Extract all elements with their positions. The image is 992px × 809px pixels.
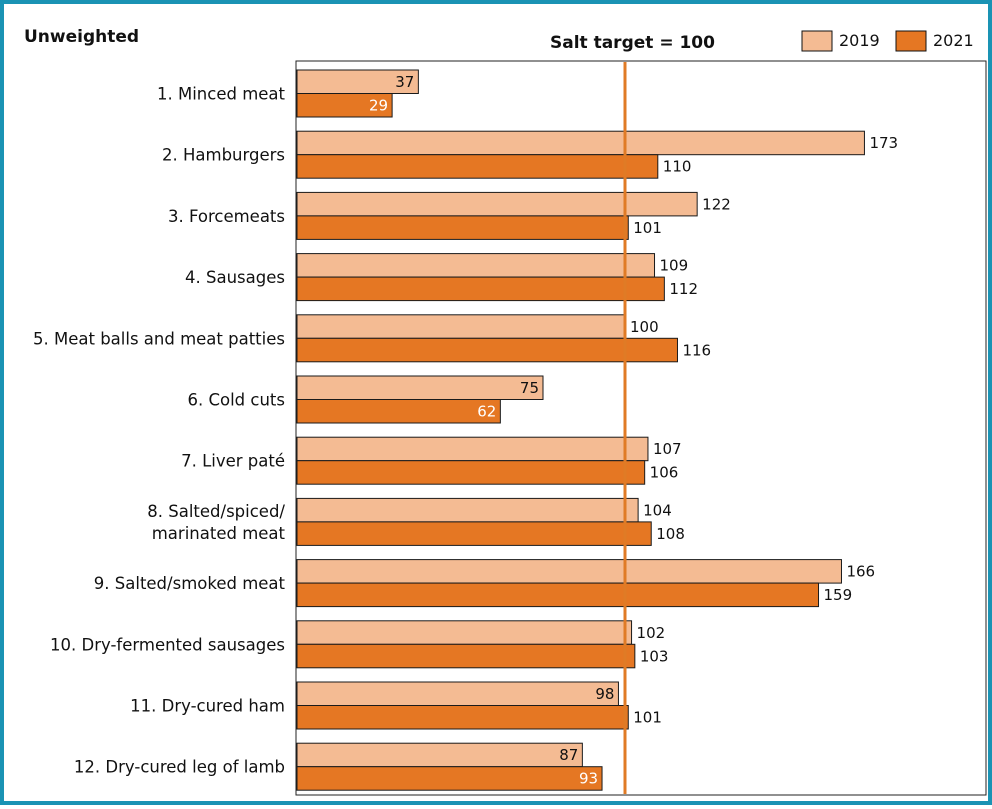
- bar-2019-7-liver-pat: [296, 436, 649, 462]
- bar-2019-6-cold-cuts: [296, 375, 544, 400]
- value-label-2019-6-cold-cuts: 75: [520, 379, 539, 397]
- legend-label-2021: 2021: [933, 31, 974, 50]
- value-label-2019-9-salted-smoked-meat: 166: [846, 563, 875, 581]
- plot-area: [295, 60, 987, 796]
- value-label-2021-1-minced-meat: 29: [369, 97, 388, 115]
- category-label-1-minced-meat: 1. Minced meat: [157, 85, 286, 104]
- bar-2019-2-hamburgers: [296, 130, 865, 156]
- bar-2021-11-dry-cured-ham: [296, 705, 629, 730]
- value-label-2021-8-salted-spiced-marinated-meat: 108: [656, 525, 685, 543]
- legend: 2019 2021: [801, 30, 974, 52]
- value-label-2019-3-forcemeats: 122: [702, 195, 731, 213]
- value-label-2019-11-dry-cured-ham: 98: [595, 685, 614, 703]
- bar-2021-3-forcemeats: [296, 215, 629, 240]
- bar-2021-4-sausages: [296, 276, 665, 302]
- bar-2021-8-salted-spiced-marinated-meat: [296, 521, 652, 546]
- bar-2021-5-meat-balls-and-meat-patties: [296, 337, 678, 363]
- bar-2021-12-dry-cured-leg-of-lamb: [296, 766, 603, 791]
- category-label-11-dry-cured-ham: 11. Dry-cured ham: [130, 697, 285, 716]
- bar-2019-11-dry-cured-ham: [296, 681, 619, 706]
- category-label-7-liver-pat: 7. Liver paté: [181, 452, 285, 471]
- value-label-2019-8-salted-spiced-marinated-meat: 104: [643, 501, 672, 519]
- value-label-2021-2-hamburgers: 110: [663, 158, 692, 176]
- value-label-2019-7-liver-pat: 107: [653, 440, 682, 458]
- bar-2019-9-salted-smoked-meat: [296, 559, 842, 584]
- value-label-2019-10-dry-fermented-sausages: 102: [637, 624, 666, 642]
- category-label-10-dry-fermented-sausages: 10. Dry-fermented sausages: [50, 635, 285, 654]
- bar-chart: Unweighted Salt target = 100 2019 2021 1…: [24, 27, 987, 796]
- reference-line-label: Salt target = 100: [550, 33, 715, 53]
- category-label-9-salted-smoked-meat: 9. Salted/smoked meat: [94, 574, 286, 593]
- category-label-12-dry-cured-leg-of-lamb: 12. Dry-cured leg of lamb: [74, 758, 285, 777]
- bar-2021-1-minced-meat: [296, 93, 393, 118]
- value-label-2021-11-dry-cured-ham: 101: [633, 709, 662, 727]
- value-label-2021-7-liver-pat: 106: [650, 464, 679, 482]
- bar-2019-4-sausages: [296, 253, 656, 278]
- value-label-2019-5-meat-balls-and-meat-patties: 100: [630, 318, 659, 336]
- bar-2019-3-forcemeats: [296, 191, 698, 217]
- category-label-5-meat-balls-and-meat-patties: 5. Meat balls and meat patties: [33, 329, 285, 348]
- bar-2021-7-liver-pat: [296, 460, 646, 485]
- bar-2021-2-hamburgers: [296, 154, 659, 179]
- value-label-2021-10-dry-fermented-sausages: 103: [640, 647, 669, 665]
- category-label-6-cold-cuts: 6. Cold cuts: [187, 391, 285, 410]
- bar-2019-12-dry-cured-leg-of-lamb: [296, 742, 583, 768]
- bar-2019-10-dry-fermented-sausages: [296, 620, 633, 645]
- bar-2021-10-dry-fermented-sausages: [296, 643, 636, 669]
- value-label-2021-4-sausages: 112: [669, 280, 698, 298]
- value-label-2021-6-cold-cuts: 62: [477, 403, 496, 421]
- chart-title: Unweighted: [24, 27, 139, 47]
- value-label-2019-1-minced-meat: 37: [395, 73, 414, 91]
- bars-group: [296, 69, 865, 791]
- category-label-8-salted-spiced-marinated-meat: 8. Salted/spiced/marinated meat: [147, 502, 285, 543]
- category-label-4-sausages: 4. Sausages: [185, 268, 285, 287]
- bar-2021-9-salted-smoked-meat: [296, 582, 820, 608]
- value-label-2021-5-meat-balls-and-meat-patties: 116: [682, 341, 711, 359]
- value-label-2019-4-sausages: 109: [660, 257, 689, 275]
- value-label-2019-12-dry-cured-leg-of-lamb: 87: [559, 746, 578, 764]
- bar-2019-5-meat-balls-and-meat-patties: [296, 314, 626, 339]
- legend-label-2019: 2019: [839, 31, 880, 50]
- category-label-2-hamburgers: 2. Hamburgers: [162, 146, 285, 165]
- value-label-2021-9-salted-smoked-meat: 159: [824, 586, 853, 604]
- value-label-2021-12-dry-cured-leg-of-lamb: 93: [579, 770, 598, 788]
- bar-2021-6-cold-cuts: [296, 399, 501, 424]
- category-label-3-forcemeats: 3. Forcemeats: [168, 207, 285, 226]
- legend-swatch-2019: [801, 30, 833, 52]
- bar-2019-8-salted-spiced-marinated-meat: [296, 497, 639, 523]
- legend-swatch-2021: [895, 30, 927, 52]
- value-label-2019-2-hamburgers: 173: [869, 134, 898, 152]
- labels-group: 1. Minced meat 37 29 2. Hamburgers 173 110 3. …: [33, 73, 898, 788]
- value-label-2021-3-forcemeats: 101: [633, 219, 662, 237]
